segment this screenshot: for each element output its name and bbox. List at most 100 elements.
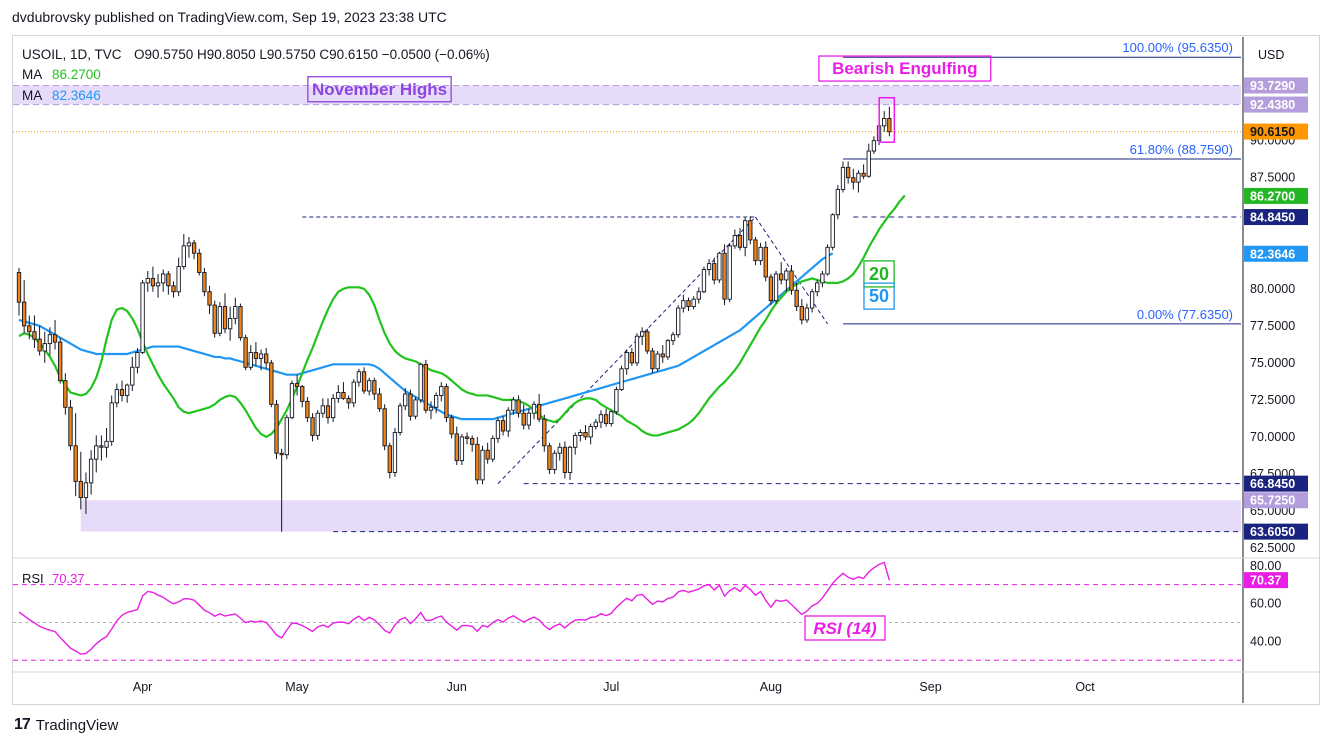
candle bbox=[464, 432, 470, 445]
candle-body bbox=[73, 445, 78, 482]
candle bbox=[155, 273, 161, 298]
price-label: 92.4380 bbox=[1244, 96, 1308, 113]
bearish-engulfing-label-box bbox=[818, 55, 992, 82]
candle bbox=[758, 242, 763, 266]
bearish-engulfing-label-text: Bearish Engulfing bbox=[832, 59, 977, 78]
candle bbox=[78, 451, 83, 510]
candle bbox=[603, 408, 609, 427]
candle bbox=[459, 433, 465, 466]
candle-body bbox=[325, 405, 331, 419]
tradingview-logo-icon[interactable]: 17 bbox=[14, 716, 31, 733]
candle-body bbox=[830, 214, 835, 248]
candle-body bbox=[434, 394, 439, 408]
candle bbox=[27, 315, 32, 340]
candle bbox=[506, 407, 511, 437]
candle-body bbox=[495, 420, 501, 439]
candle-body bbox=[181, 245, 186, 268]
candle-body bbox=[444, 386, 449, 419]
candle bbox=[47, 327, 53, 356]
candle-body bbox=[799, 306, 804, 321]
candle-body bbox=[145, 277, 150, 284]
candle bbox=[851, 168, 856, 190]
candle bbox=[809, 288, 815, 313]
candle-body bbox=[186, 242, 192, 247]
candle-body bbox=[809, 291, 815, 309]
footer: 17 TradingView bbox=[14, 716, 118, 734]
candle-body bbox=[846, 166, 851, 179]
candle bbox=[804, 303, 810, 323]
candle-body bbox=[743, 220, 748, 248]
november-highs-label-box bbox=[307, 76, 452, 103]
candle-body bbox=[449, 417, 454, 435]
price-label-bg bbox=[1244, 475, 1308, 492]
price-label-text: 86.2700 bbox=[1250, 189, 1295, 203]
candle bbox=[145, 271, 150, 292]
candle-body bbox=[315, 412, 320, 436]
candle bbox=[279, 448, 284, 532]
chart-frame bbox=[12, 35, 1320, 705]
candle bbox=[799, 299, 804, 325]
candle bbox=[820, 271, 825, 288]
candle-body bbox=[233, 306, 238, 319]
zone-november-highs bbox=[13, 85, 1241, 105]
candle bbox=[336, 385, 341, 403]
candle bbox=[315, 410, 320, 440]
candle-body bbox=[320, 405, 325, 414]
candle-body bbox=[99, 445, 104, 448]
candle-body bbox=[346, 397, 351, 404]
price-label-bg bbox=[1244, 123, 1308, 140]
candle-body bbox=[840, 166, 846, 191]
candle bbox=[372, 377, 377, 400]
rsi-price-label: 70.37 bbox=[1250, 574, 1281, 588]
rsi-legend-value: 70.37 bbox=[52, 571, 85, 586]
time-tick: Apr bbox=[133, 680, 152, 694]
candle-body bbox=[27, 325, 32, 333]
candle-body bbox=[289, 383, 295, 419]
rsi-price-label-bg bbox=[1244, 572, 1288, 589]
currency-label: USD bbox=[1258, 48, 1284, 62]
candle-body bbox=[130, 366, 135, 386]
candle bbox=[686, 297, 691, 312]
candle bbox=[614, 386, 619, 415]
candle bbox=[634, 333, 640, 366]
candle-body bbox=[686, 300, 691, 308]
candle-body bbox=[310, 417, 315, 436]
candle-body bbox=[861, 172, 866, 177]
candle bbox=[588, 423, 593, 445]
candle bbox=[367, 377, 372, 396]
price-tick: 75.0000 bbox=[1250, 356, 1295, 370]
price-label-text: 84.8450 bbox=[1250, 211, 1295, 225]
candle-body bbox=[640, 331, 645, 337]
candle bbox=[217, 302, 222, 337]
price-tick: 62.5000 bbox=[1250, 541, 1295, 555]
candle bbox=[495, 417, 501, 443]
candle bbox=[197, 248, 202, 276]
candle-body bbox=[696, 291, 701, 300]
candle bbox=[428, 401, 434, 420]
candle bbox=[238, 303, 243, 341]
candle-body bbox=[58, 341, 63, 382]
candle-body bbox=[882, 118, 887, 127]
candle-body bbox=[171, 285, 176, 293]
candle bbox=[846, 161, 851, 184]
candle bbox=[341, 382, 346, 400]
candle bbox=[722, 244, 727, 306]
candle bbox=[511, 396, 516, 415]
zones-layer bbox=[13, 85, 1241, 532]
candle bbox=[320, 398, 325, 418]
candle-body bbox=[619, 368, 624, 390]
candle bbox=[351, 379, 356, 408]
price-tick: 70.0000 bbox=[1250, 430, 1295, 444]
candle-body bbox=[207, 291, 212, 306]
candle-body bbox=[887, 118, 892, 133]
candle bbox=[269, 359, 274, 408]
candle-body bbox=[470, 437, 475, 445]
rsi-line bbox=[18, 561, 891, 655]
candle bbox=[331, 393, 336, 423]
price-label-text: 63.6050 bbox=[1250, 525, 1295, 539]
candle-body bbox=[794, 289, 799, 308]
candle-body bbox=[655, 353, 660, 370]
candle bbox=[52, 319, 58, 350]
fib-label: 61.80% (88.7590) bbox=[1130, 142, 1233, 157]
